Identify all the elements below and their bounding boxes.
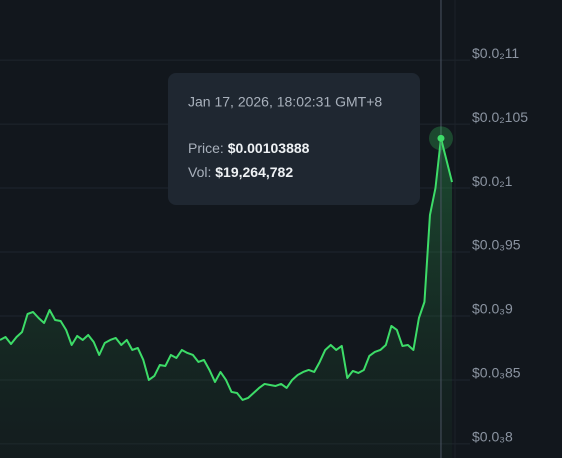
y-tick-label: $0.0₂1 [472, 173, 513, 189]
tooltip-vol-value: $19,264,782 [215, 164, 293, 180]
hover-point [437, 134, 445, 142]
y-tick-label: $0.0₃9 [472, 301, 513, 317]
area [0, 138, 452, 458]
y-tick-label: $0.0₃85 [472, 365, 521, 381]
tooltip-box [168, 73, 420, 205]
tooltip-vol-label: Vol: [188, 164, 211, 180]
tooltip: Jan 17, 2026, 18:02:31 GMT+8 Price: $0.0… [168, 73, 420, 205]
y-tick-label: $0.0₃95 [472, 237, 521, 253]
price-line [0, 137, 453, 401]
y-tick-label: $0.0₂11 [472, 45, 519, 61]
y-tick-label: $0.0₃8 [472, 429, 513, 445]
tooltip-price-label: Price: [188, 140, 224, 156]
tooltip-vol: Vol: $19,264,782 [188, 164, 293, 180]
tooltip-price-value: $0.00103888 [228, 140, 310, 156]
tooltip-price: Price: $0.00103888 [188, 140, 310, 156]
tooltip-date: Jan 17, 2026, 18:02:31 GMT+8 [188, 94, 382, 110]
y-tick-label: $0.0₂105 [472, 109, 528, 125]
